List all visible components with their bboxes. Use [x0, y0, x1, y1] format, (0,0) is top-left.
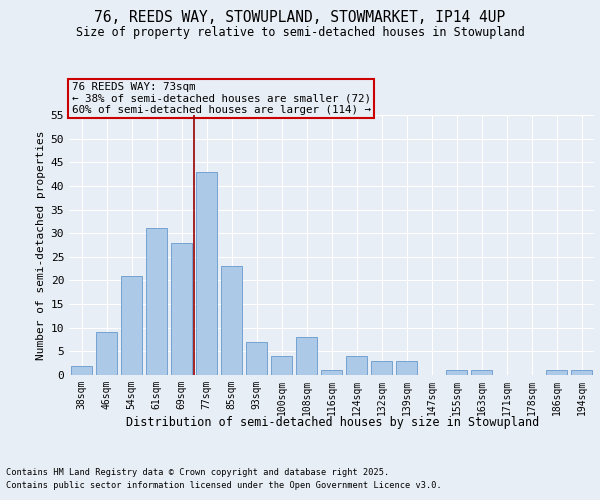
Bar: [571, 370, 592, 375]
Bar: [246, 342, 267, 375]
Bar: [371, 361, 392, 375]
Y-axis label: Number of semi-detached properties: Number of semi-detached properties: [37, 130, 46, 360]
Text: 76 REEDS WAY: 73sqm
← 38% of semi-detached houses are smaller (72)
60% of semi-d: 76 REEDS WAY: 73sqm ← 38% of semi-detach…: [71, 82, 371, 115]
Bar: [171, 242, 192, 375]
Text: 76, REEDS WAY, STOWUPLAND, STOWMARKET, IP14 4UP: 76, REEDS WAY, STOWUPLAND, STOWMARKET, I…: [94, 10, 506, 25]
Bar: [196, 172, 217, 375]
Bar: [471, 370, 492, 375]
Bar: [221, 266, 242, 375]
Text: Size of property relative to semi-detached houses in Stowupland: Size of property relative to semi-detach…: [76, 26, 524, 39]
Bar: [71, 366, 92, 375]
Text: Distribution of semi-detached houses by size in Stowupland: Distribution of semi-detached houses by …: [127, 416, 539, 429]
Bar: [346, 356, 367, 375]
Bar: [446, 370, 467, 375]
Bar: [321, 370, 342, 375]
Text: Contains HM Land Registry data © Crown copyright and database right 2025.: Contains HM Land Registry data © Crown c…: [6, 468, 389, 477]
Bar: [396, 361, 417, 375]
Bar: [96, 332, 117, 375]
Bar: [121, 276, 142, 375]
Text: Contains public sector information licensed under the Open Government Licence v3: Contains public sector information licen…: [6, 482, 442, 490]
Bar: [546, 370, 567, 375]
Bar: [271, 356, 292, 375]
Bar: [296, 337, 317, 375]
Bar: [146, 228, 167, 375]
